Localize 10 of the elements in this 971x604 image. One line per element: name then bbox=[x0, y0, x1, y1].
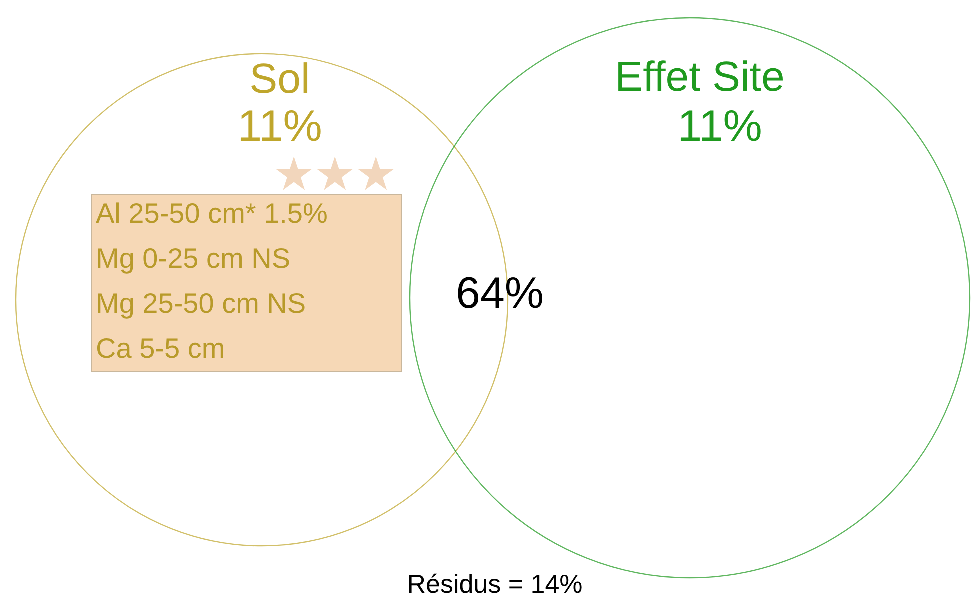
data-label: 11% bbox=[678, 102, 762, 151]
text: Résidus = 14% bbox=[407, 569, 583, 599]
data-label: 11% bbox=[238, 102, 322, 151]
category-label: Sol bbox=[250, 55, 310, 102]
category-label: Effet Site bbox=[615, 53, 785, 100]
text: ★★★ bbox=[274, 148, 396, 200]
text: Mg 25-50 cm NS bbox=[96, 288, 306, 319]
text: Mg 0-25 cm NS bbox=[96, 243, 290, 274]
text: Al 25-50 cm* 1.5% bbox=[96, 198, 328, 229]
text: Ca 5-5 cm bbox=[96, 333, 226, 364]
